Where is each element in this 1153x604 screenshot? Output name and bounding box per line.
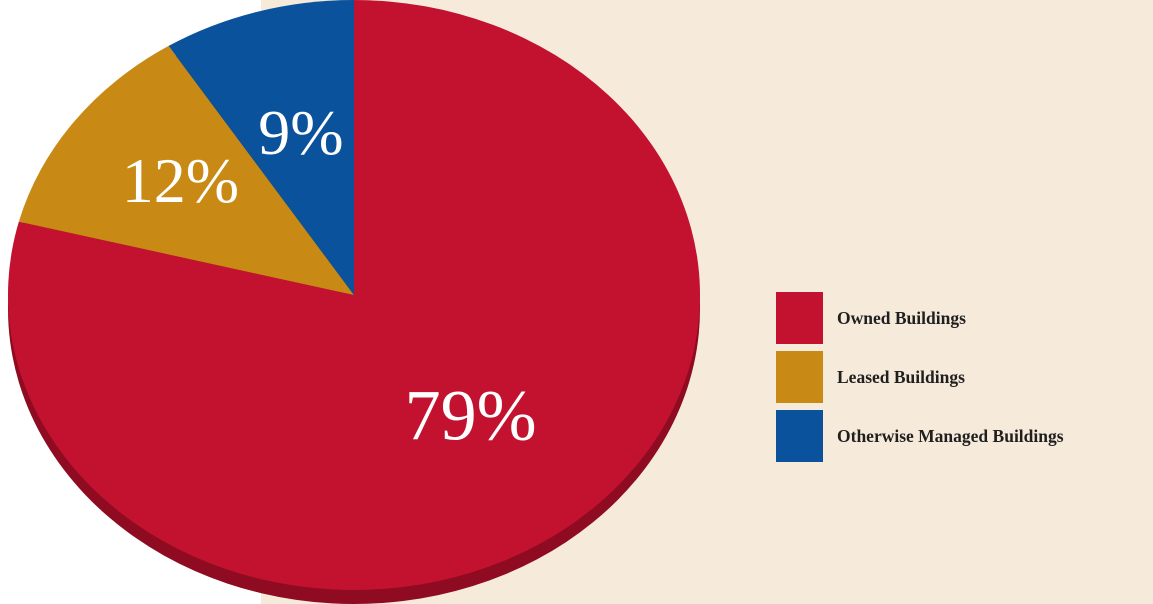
pie-slice-leased-buildings: [18, 45, 354, 295]
legend-item-otherwise-managed-buildings: Otherwise Managed Buildings: [776, 410, 1064, 462]
legend-label-leased-buildings: Leased Buildings: [837, 366, 965, 387]
legend-item-owned-buildings: Owned Buildings: [776, 292, 1064, 344]
legend-item-leased-buildings: Leased Buildings: [776, 351, 1064, 403]
slice-value-label-leased-buildings: 12%: [122, 145, 239, 216]
slice-value-label-otherwise-managed-buildings: 9%: [258, 97, 343, 168]
legend-label-owned-buildings: Owned Buildings: [837, 307, 966, 328]
legend-swatch-owned-buildings: [776, 292, 823, 344]
chart-legend: Owned Buildings Leased Buildings Otherwi…: [776, 292, 1064, 469]
pie-slice-otherwise-managed-buildings: [168, 0, 354, 295]
legend-swatch-otherwise-managed-buildings: [776, 410, 823, 462]
pie-slice-owned-buildings: [8, 0, 700, 590]
legend-label-otherwise-managed-buildings: Otherwise Managed Buildings: [837, 425, 1064, 446]
slice-value-label-owned-buildings: 79%: [405, 376, 537, 456]
legend-swatch-leased-buildings: [776, 351, 823, 403]
